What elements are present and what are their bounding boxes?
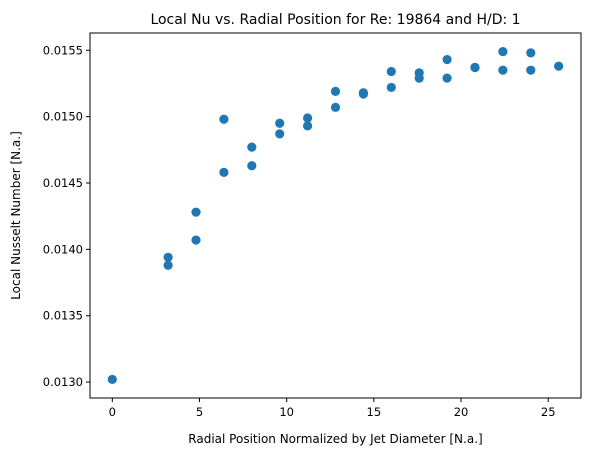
data-point [191,207,201,217]
data-point [247,161,257,171]
data-point [163,252,173,262]
x-axis-label: Radial Position Normalized by Jet Diamet… [188,432,482,446]
x-tick-label: 0 [109,405,116,419]
y-tick-label: 0.0150 [43,110,83,124]
data-point [498,46,508,57]
data-point [414,73,424,83]
y-tick-label: 0.0130 [43,375,83,389]
data-point [191,235,201,245]
data-point [442,54,452,65]
data-point [470,62,480,73]
data-point [330,102,341,112]
data-point [247,142,257,152]
data-point [442,73,452,83]
data-point [219,167,229,177]
data-point [554,61,564,71]
data-point [386,82,396,93]
data-point [386,66,396,77]
data-point [219,114,229,124]
x-tick-label: 20 [454,405,469,419]
x-tick-label: 5 [196,405,203,419]
y-tick-label: 0.0155 [43,43,83,57]
data-point [303,121,313,131]
axes-frame [89,32,582,399]
data-point [163,260,173,270]
data-point [358,89,368,99]
x-tick-label: 15 [367,405,382,419]
plot-area [107,46,564,385]
data-point [498,65,508,75]
x-tick-label: 10 [279,405,294,419]
data-point [526,48,536,58]
data-point [107,374,117,385]
data-point [330,86,341,96]
data-point [275,118,285,128]
x-axis: 0 5 10 15 20 25 [109,398,556,419]
chart-title: Local Nu vs. Radial Position for Re: 198… [150,12,520,28]
y-axis: 0.0130 0.0135 0.0140 0.0145 0.0150 0.0155 [43,43,90,389]
y-tick-label: 0.0135 [43,309,83,323]
data-point [526,65,536,75]
y-tick-label: 0.0145 [43,176,83,190]
data-point [303,113,313,123]
x-tick-label: 25 [541,405,556,419]
y-axis-label: Local Nusselt Number [N.a.] [9,131,23,300]
y-tick-label: 0.0140 [43,242,83,256]
data-point [275,129,285,139]
